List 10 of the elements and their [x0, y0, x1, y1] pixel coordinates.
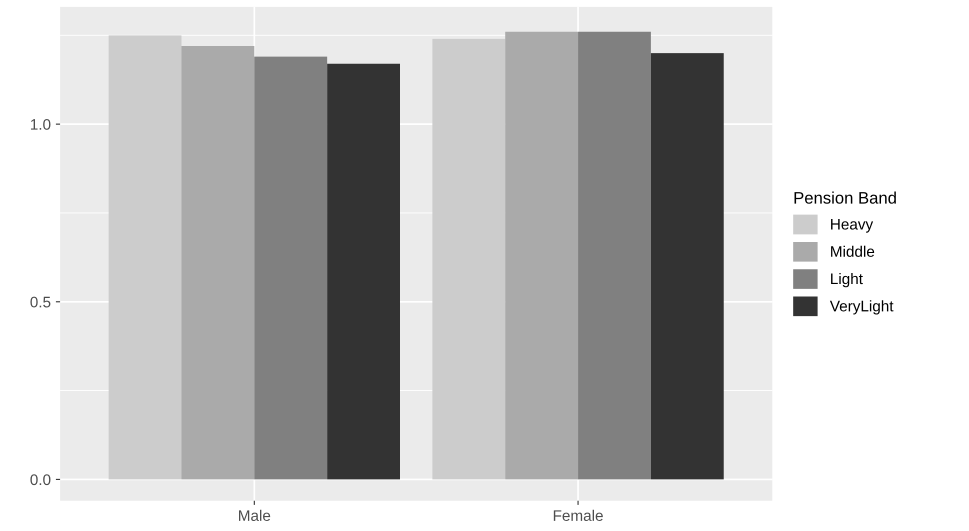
legend-label: Middle: [831, 246, 874, 257]
legend-label: Light: [831, 272, 863, 288]
x-tick-label: Male: [239, 510, 270, 521]
x-tick-label: Female: [554, 510, 603, 521]
legend-title: Pension Band: [794, 192, 896, 204]
y-tick-label: 0.5: [30, 296, 50, 308]
legend-label: Heavy: [831, 218, 874, 233]
y-tick-label: 0.0: [30, 474, 50, 486]
y-tick-label: 1.0: [30, 119, 50, 130]
legend-label: VeryLight: [830, 300, 894, 314]
